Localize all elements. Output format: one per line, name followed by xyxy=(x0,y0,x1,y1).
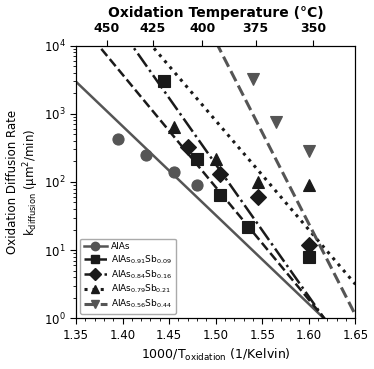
AlAs$_{0.84}$Sb$_{0.16}$ xyxy=(307,242,311,247)
AlAs$_{0.56}$Sb$_{0.44}$ xyxy=(307,149,311,154)
Line: AlAs: AlAs xyxy=(112,134,203,191)
Line: AlAs$_{0.56}$Sb$_{0.44}$: AlAs$_{0.56}$Sb$_{0.44}$ xyxy=(247,73,315,158)
AlAs$_{0.91}$Sb$_{0.09}$ xyxy=(195,156,199,161)
AlAs$_{0.56}$Sb$_{0.44}$ xyxy=(274,120,279,124)
Line: AlAs$_{0.79}$Sb$_{0.21}$: AlAs$_{0.79}$Sb$_{0.21}$ xyxy=(168,121,315,191)
AlAs$_{0.91}$Sb$_{0.09}$ xyxy=(162,79,167,83)
AlAs xyxy=(144,153,148,157)
AlAs$_{0.91}$Sb$_{0.09}$ xyxy=(218,193,223,197)
AlAs$_{0.91}$Sb$_{0.09}$ xyxy=(307,255,311,259)
X-axis label: Oxidation Temperature (°C): Oxidation Temperature (°C) xyxy=(108,6,324,20)
AlAs$_{0.84}$Sb$_{0.16}$ xyxy=(255,195,260,199)
AlAs xyxy=(172,170,176,174)
AlAs xyxy=(116,137,120,142)
AlAs$_{0.79}$Sb$_{0.21}$ xyxy=(214,156,218,161)
AlAs$_{0.79}$Sb$_{0.21}$ xyxy=(255,180,260,184)
AlAs xyxy=(195,183,199,187)
Line: AlAs$_{0.91}$Sb$_{0.09}$: AlAs$_{0.91}$Sb$_{0.09}$ xyxy=(158,75,315,263)
AlAs$_{0.84}$Sb$_{0.16}$ xyxy=(218,172,223,176)
X-axis label: 1000/T$_\mathregular{oxidation}$ (1/Kelvin): 1000/T$_\mathregular{oxidation}$ (1/Kelv… xyxy=(141,347,291,363)
AlAs$_{0.56}$Sb$_{0.44}$ xyxy=(251,77,255,82)
AlAs$_{0.91}$Sb$_{0.09}$ xyxy=(246,225,251,229)
AlAs$_{0.79}$Sb$_{0.21}$ xyxy=(172,124,176,129)
Line: AlAs$_{0.84}$Sb$_{0.16}$: AlAs$_{0.84}$Sb$_{0.16}$ xyxy=(182,142,315,250)
AlAs$_{0.79}$Sb$_{0.21}$ xyxy=(307,183,311,187)
AlAs$_{0.84}$Sb$_{0.16}$ xyxy=(186,145,190,150)
Y-axis label: Oxidation Diffusion Rate
k$_\mathregular{diffusion}$ (μm$^2$/min): Oxidation Diffusion Rate k$_\mathregular… xyxy=(6,110,41,254)
Legend: AlAs, AlAs$_{0.91}$Sb$_{0.09}$, AlAs$_{0.84}$Sb$_{0.16}$, AlAs$_{0.79}$Sb$_{0.21: AlAs, AlAs$_{0.91}$Sb$_{0.09}$, AlAs$_{0… xyxy=(80,239,176,314)
